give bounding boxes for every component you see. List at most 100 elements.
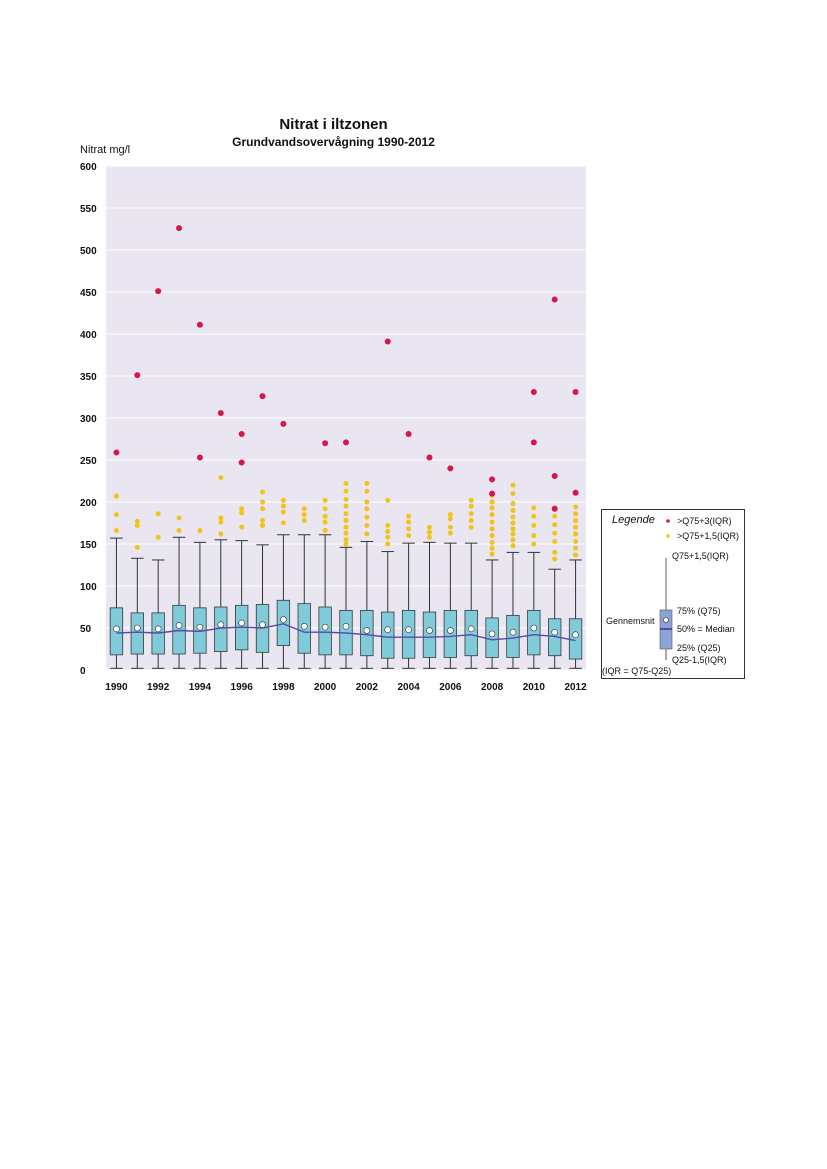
extreme-outlier	[217, 409, 224, 416]
extreme-outlier	[155, 288, 162, 295]
mild-outlier	[301, 506, 307, 512]
mean-marker	[405, 626, 412, 633]
legend-graphic	[659, 519, 673, 660]
mild-outlier	[447, 530, 453, 536]
iqr-box	[318, 606, 332, 656]
mild-outlier	[573, 538, 579, 544]
x-tick-label: 2012	[564, 682, 587, 693]
y-tick-label: 50	[80, 624, 92, 635]
mild-outlier	[364, 531, 370, 537]
mild-outlier	[468, 517, 474, 523]
legend-q25-label: 25% (Q25)	[677, 643, 721, 653]
mild-outlier	[573, 517, 579, 523]
mild-outlier	[260, 489, 266, 495]
mild-outlier	[510, 501, 516, 507]
legend-extreme-dot	[666, 519, 670, 523]
mild-outlier	[489, 519, 495, 525]
mild-outlier	[385, 528, 391, 534]
extreme-outlier	[134, 372, 141, 379]
mild-outlier	[280, 520, 286, 526]
y-axis-label: Nitrat mg/l	[80, 144, 131, 156]
chart-title: Nitrat i iltzonen	[279, 116, 388, 133]
mild-outlier	[426, 529, 432, 535]
mean-marker	[196, 623, 204, 631]
extreme-outlier	[343, 439, 349, 446]
legend: Legende >Q75+3(IQR) >Q75+1,5(IQR) Q75+1,…	[601, 509, 745, 679]
x-tick-label: 2008	[481, 682, 504, 693]
mild-outlier	[552, 513, 558, 519]
mild-outlier	[510, 526, 516, 532]
iqr-box	[443, 609, 458, 658]
x-tick-label: 2002	[356, 682, 379, 693]
mean-marker	[467, 625, 475, 633]
extreme-outlier	[489, 476, 496, 483]
box-2002	[360, 481, 374, 669]
extreme-outlier	[322, 440, 329, 447]
mild-outlier	[260, 523, 266, 529]
mild-outlier	[552, 538, 558, 544]
mean-marker	[321, 623, 329, 631]
legend-title: Legende	[612, 514, 655, 526]
extreme-outlier	[572, 489, 579, 496]
mean-marker	[238, 619, 245, 627]
box-1998	[276, 420, 291, 669]
y-tick-label: 450	[80, 288, 97, 299]
extreme-outlier	[259, 393, 266, 400]
box-2007	[464, 497, 478, 669]
mild-outlier	[364, 514, 370, 520]
mean-marker	[426, 627, 433, 634]
mild-outlier	[447, 512, 453, 518]
extreme-outlier	[530, 388, 537, 395]
x-tick-label: 2004	[397, 682, 420, 693]
mild-outlier	[489, 526, 495, 532]
mild-outlier	[343, 503, 349, 509]
mild-outlier	[510, 537, 516, 543]
mild-outlier	[489, 551, 495, 557]
mild-outlier	[385, 523, 391, 529]
mild-outlier	[322, 513, 328, 519]
mild-outlier	[260, 506, 266, 512]
mild-outlier	[489, 539, 495, 545]
mean-marker	[280, 616, 287, 623]
mean-marker	[342, 623, 350, 630]
mild-outlier	[406, 513, 412, 519]
mean-marker	[363, 627, 371, 634]
iqr-box	[485, 617, 499, 658]
extreme-outlier	[551, 472, 558, 479]
y-tick-label: 350	[80, 372, 97, 383]
box-1991	[130, 372, 144, 669]
mild-outlier	[406, 526, 412, 532]
legend-lower-whisker-label: Q25-1,5(IQR)	[672, 655, 727, 665]
mild-outlier	[218, 515, 224, 521]
iqr-box	[568, 618, 583, 660]
box-2005	[422, 454, 437, 669]
legend-q75-label: 75% (Q75)	[677, 606, 721, 616]
mild-outlier	[552, 556, 558, 562]
legend-mean-label: Gennemsnit	[606, 616, 655, 626]
mild-outlier	[468, 497, 474, 503]
extreme-outlier	[551, 505, 558, 512]
mild-outlier	[531, 505, 537, 511]
mild-outlier	[301, 517, 307, 523]
x-tick-label: 1996	[231, 682, 254, 693]
mild-outlier	[280, 509, 286, 515]
mean-marker	[113, 625, 120, 633]
mild-outlier	[489, 505, 495, 511]
y-tick-label: 400	[80, 330, 97, 341]
y-tick-label: 300	[80, 414, 97, 425]
mild-outlier	[322, 519, 328, 525]
y-tick-label: 550	[80, 204, 97, 215]
mild-outlier	[573, 524, 579, 530]
mild-outlier	[343, 541, 349, 547]
mild-outlier	[552, 522, 558, 528]
mild-outlier	[468, 524, 474, 530]
mean-marker	[572, 631, 579, 639]
mild-outlier	[134, 523, 140, 529]
mild-outlier	[510, 543, 516, 549]
mild-outlier	[343, 481, 349, 487]
mild-outlier	[197, 528, 203, 534]
extreme-outlier	[489, 490, 496, 497]
mild-outlier	[364, 488, 370, 494]
box-2009	[506, 482, 520, 669]
mild-outlier	[343, 524, 349, 530]
